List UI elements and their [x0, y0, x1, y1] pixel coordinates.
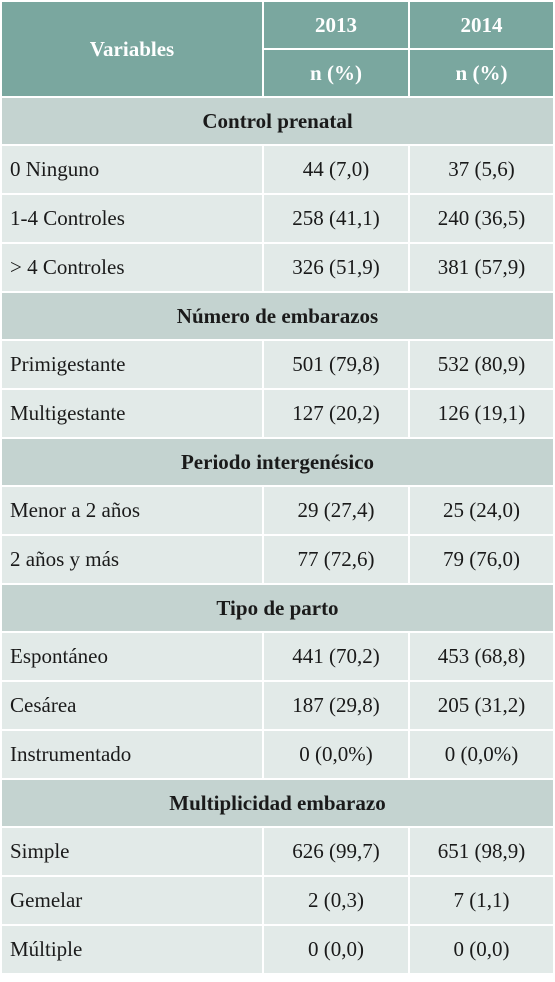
table-row: Múltiple 0 (0,0) 0 (0,0): [0, 924, 555, 975]
row-label: Instrumentado: [0, 729, 264, 780]
header-year-2014: 2014: [408, 0, 555, 50]
table-body: Control prenatal 0 Ninguno 44 (7,0) 37 (5,6…: [0, 96, 555, 975]
cell-2014: 453 (68,8): [408, 631, 555, 682]
cell-2014: 0 (0,0%): [408, 729, 555, 780]
table-row: Multigestante 127 (20,2) 126 (19,1): [0, 388, 555, 439]
row-label: Simple: [0, 826, 264, 877]
cell-2014: 7 (1,1): [408, 875, 555, 926]
cell-2013: 258 (41,1): [262, 193, 410, 244]
cell-2013: 326 (51,9): [262, 242, 410, 293]
table-row: Instrumentado 0 (0,0%) 0 (0,0%): [0, 729, 555, 780]
header-year-2013: 2013: [262, 0, 410, 50]
cell-2013: 2 (0,3): [262, 875, 410, 926]
cell-2014: 0 (0,0): [408, 924, 555, 975]
row-label: Múltiple: [0, 924, 264, 975]
cell-2014: 37 (5,6): [408, 144, 555, 195]
row-label: Espontáneo: [0, 631, 264, 682]
table-row: Gemelar 2 (0,3) 7 (1,1): [0, 875, 555, 926]
row-label: 2 años y más: [0, 534, 264, 585]
cell-2013: 626 (99,7): [262, 826, 410, 877]
cell-2013: 29 (27,4): [262, 485, 410, 536]
section-title: Control prenatal: [0, 96, 555, 146]
row-label: Primigestante: [0, 339, 264, 390]
section-title: Tipo de parto: [0, 583, 555, 633]
cell-2013: 77 (72,6): [262, 534, 410, 585]
header-unit-2014: n (%): [408, 48, 555, 98]
table-row: > 4 Controles 326 (51,9) 381 (57,9): [0, 242, 555, 293]
row-label: > 4 Controles: [0, 242, 264, 293]
cell-2014: 79 (76,0): [408, 534, 555, 585]
cell-2014: 532 (80,9): [408, 339, 555, 390]
row-label: Gemelar: [0, 875, 264, 926]
cell-2014: 205 (31,2): [408, 680, 555, 731]
cell-2014: 25 (24,0): [408, 485, 555, 536]
table-row: 1-4 Controles 258 (41,1) 240 (36,5): [0, 193, 555, 244]
table-row: 0 Ninguno 44 (7,0) 37 (5,6): [0, 144, 555, 195]
section-header-row: Número de embarazos: [0, 291, 555, 341]
cell-2013: 0 (0,0%): [262, 729, 410, 780]
cell-2013: 187 (29,8): [262, 680, 410, 731]
section-title: Número de embarazos: [0, 291, 555, 341]
cell-2014: 381 (57,9): [408, 242, 555, 293]
header-row-units: n (%) n (%): [1, 48, 555, 98]
table-header: Variables 2013 2014 n (%) n (%): [0, 0, 555, 98]
table-row: Menor a 2 años 29 (27,4) 25 (24,0): [0, 485, 555, 536]
section-header-row: Tipo de parto: [0, 583, 555, 633]
section-title: Multiplicidad embarazo: [0, 778, 555, 828]
table-row: 2 años y más 77 (72,6) 79 (76,0): [0, 534, 555, 585]
section-header-row: Multiplicidad embarazo: [0, 778, 555, 828]
cell-2014: 240 (36,5): [408, 193, 555, 244]
table-row: Simple 626 (99,7) 651 (98,9): [0, 826, 555, 877]
section-header-row: Periodo intergenésico: [0, 437, 555, 487]
cell-2014: 126 (19,1): [408, 388, 555, 439]
cell-2013: 441 (70,2): [262, 631, 410, 682]
cell-2013: 44 (7,0): [262, 144, 410, 195]
section-title: Periodo intergenésico: [0, 437, 555, 487]
cell-2013: 0 (0,0): [262, 924, 410, 975]
row-label: 1-4 Controles: [0, 193, 264, 244]
table-row: Primigestante 501 (79,8) 532 (80,9): [0, 339, 555, 390]
cell-2013: 127 (20,2): [262, 388, 410, 439]
header-row-years: Variables 2013 2014: [0, 0, 555, 98]
row-label: Cesárea: [0, 680, 264, 731]
row-label: 0 Ninguno: [0, 144, 264, 195]
cell-2014: 651 (98,9): [408, 826, 555, 877]
header-unit-2013: n (%): [262, 48, 410, 98]
row-label: Multigestante: [0, 388, 264, 439]
table-row: Cesárea 187 (29,8) 205 (31,2): [0, 680, 555, 731]
header-variables: Variables: [0, 0, 264, 98]
cell-2013: 501 (79,8): [262, 339, 410, 390]
row-label: Menor a 2 años: [0, 485, 264, 536]
table-row: Espontáneo 441 (70,2) 453 (68,8): [0, 631, 555, 682]
section-header-row: Control prenatal: [0, 96, 555, 146]
